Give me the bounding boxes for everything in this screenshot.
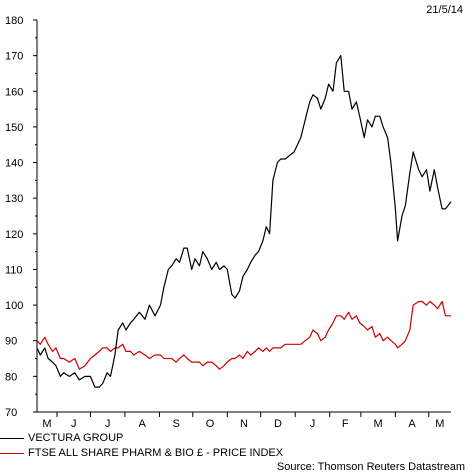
source-note: Source: Thomson Reuters Datastream xyxy=(276,461,465,473)
y-tick-label-70: 70 xyxy=(5,407,17,419)
legend-swatch-ftse xyxy=(0,452,24,454)
legend-label-ftse: FTSE ALL SHARE PHARM & BIO £ - PRICE IND… xyxy=(28,447,284,459)
x-tick-label-6: N xyxy=(240,418,248,430)
y-tick-label-120: 120 xyxy=(5,229,23,241)
y-tick-label-80: 80 xyxy=(5,371,17,383)
y-tick-label-180: 180 xyxy=(5,15,23,27)
x-tick-label-0: M xyxy=(42,418,51,430)
y-tick-label-110: 110 xyxy=(5,264,23,276)
y-tick-label-90: 90 xyxy=(5,336,17,348)
y-tick-label-140: 140 xyxy=(5,158,23,170)
legend-item-ftse: FTSE ALL SHARE PHARM & BIO £ - PRICE IND… xyxy=(0,447,283,459)
legend-swatch-vectura xyxy=(0,437,24,439)
x-tick-label-12: M xyxy=(435,418,444,430)
x-tick-label-4: S xyxy=(172,418,179,430)
series-line-ftse xyxy=(36,300,451,370)
legend-label-vectura: VECTURA GROUP xyxy=(28,432,124,444)
y-tick-label-130: 130 xyxy=(5,193,23,205)
x-tick-label-9: F xyxy=(342,418,349,430)
x-tick-label-7: D xyxy=(274,418,282,430)
y-tick-label-100: 100 xyxy=(5,300,23,312)
y-tick-label-160: 160 xyxy=(5,86,23,98)
x-tick-label-11: A xyxy=(408,418,416,430)
series-line-vectura xyxy=(36,54,452,388)
x-tick-label-3: A xyxy=(138,418,146,430)
x-tick-label-5: O xyxy=(206,418,215,430)
y-tick-label-150: 150 xyxy=(5,122,23,134)
x-tick-label-8: J xyxy=(310,418,316,430)
x-tick-label-2: J xyxy=(105,418,111,430)
y-tick-label-170: 170 xyxy=(5,51,23,63)
chart-date: 21/5/14 xyxy=(426,4,463,16)
x-tick-label-10: M xyxy=(374,418,383,430)
legend-item-vectura: VECTURA GROUP xyxy=(0,432,123,444)
x-tick-label-1: J xyxy=(71,418,77,430)
